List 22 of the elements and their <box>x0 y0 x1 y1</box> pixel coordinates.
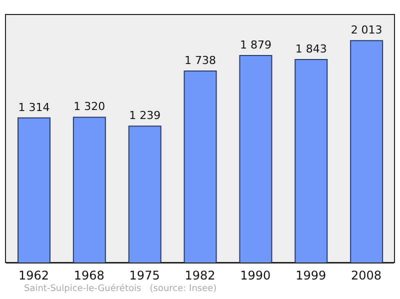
data-label: 2 013 <box>350 24 382 37</box>
data-label: 1 843 <box>295 42 327 56</box>
x-tick-label: 1968 <box>74 268 104 283</box>
data-label: 1 738 <box>184 54 216 68</box>
data-label: 1 320 <box>74 100 106 114</box>
bar <box>239 54 272 264</box>
bar <box>72 116 106 264</box>
bar <box>350 40 384 264</box>
data-label: 1 879 <box>240 38 272 52</box>
bar <box>294 58 328 264</box>
x-tick-label: 1990 <box>240 268 271 283</box>
x-tick-label: 1975 <box>129 268 160 283</box>
bar <box>184 70 217 264</box>
x-tick-label: 1982 <box>184 268 216 283</box>
x-tick-label: 1999 <box>296 268 326 283</box>
x-tick-label: 2008 <box>351 268 382 283</box>
x-tick-label: 1962 <box>18 268 49 283</box>
bar <box>18 117 50 264</box>
bar <box>128 126 162 264</box>
data-label: 1 239 <box>129 109 161 122</box>
data-label: 1 314 <box>18 100 50 114</box>
text: Saint-Sulpice-le-Guérétois (source: Insee) <box>24 284 217 294</box>
